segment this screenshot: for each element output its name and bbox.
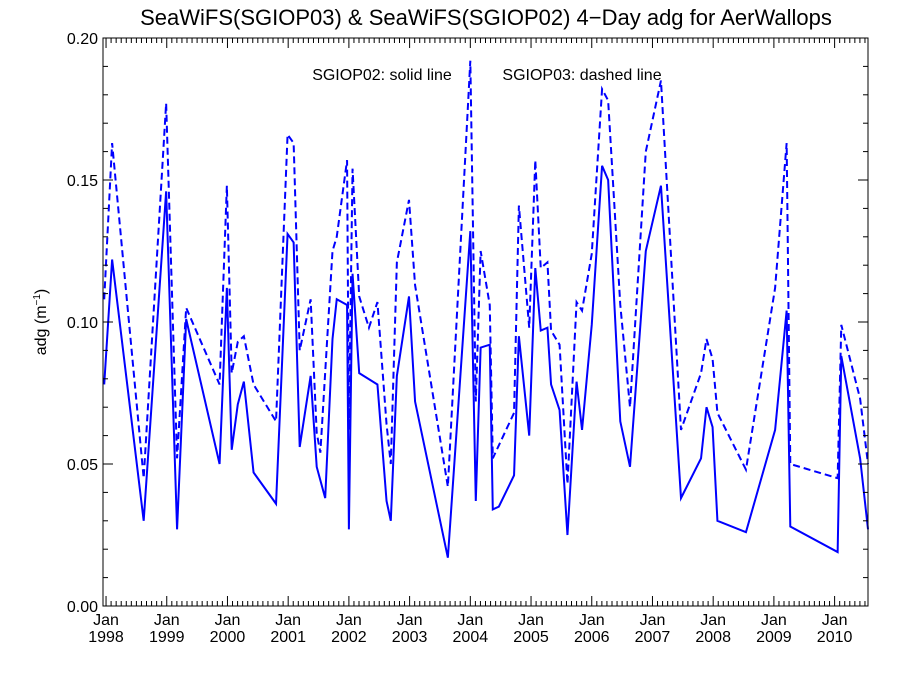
y-tick-label: 0.15 — [67, 173, 98, 190]
y-tick-label: 0.10 — [67, 315, 98, 332]
x-tick-year: 2006 — [574, 629, 610, 646]
x-tick-year: 2002 — [331, 629, 367, 646]
series-line-sgiop03 — [103, 60, 869, 487]
x-tick-month: Jan — [457, 612, 483, 629]
x-tick-year: 2008 — [695, 629, 731, 646]
y-axis-label-main: adg (m — [33, 305, 50, 355]
x-tick-month: Jan — [822, 612, 848, 629]
x-tick-year: 1999 — [149, 629, 185, 646]
x-tick-year: 2001 — [270, 629, 306, 646]
x-tick-month: Jan — [397, 612, 423, 629]
y-axis-label-sup: −1 — [32, 294, 43, 306]
x-tick-year: 2005 — [513, 629, 549, 646]
x-tick-year: 2009 — [756, 629, 792, 646]
x-axis: Jan1998Jan1999Jan2000Jan2001Jan2002Jan20… — [88, 38, 866, 646]
x-tick-year: 1998 — [88, 629, 124, 646]
y-axis: 0.00 0.05 0.10 0.15 0.20 — [67, 31, 868, 616]
x-tick-month: Jan — [93, 612, 119, 629]
y-tick-label: 0.00 — [67, 599, 98, 616]
y-axis-label: adg (m−1) — [32, 289, 50, 356]
y-axis-label-close: ) — [33, 289, 50, 294]
x-tick-year: 2004 — [453, 629, 489, 646]
x-tick-month: Jan — [518, 612, 544, 629]
annotation-solid: SGIOP02: solid line — [312, 67, 452, 84]
x-tick-month: Jan — [579, 612, 605, 629]
x-tick-year: 2003 — [392, 629, 428, 646]
x-tick-month: Jan — [336, 612, 362, 629]
plot-frame — [102, 37, 869, 607]
x-tick-year: 2010 — [817, 629, 853, 646]
y-tick-label: 0.20 — [67, 31, 98, 48]
chart-title: SeaWiFS(SGIOP03) & SeaWiFS(SGIOP02) 4−Da… — [140, 5, 832, 30]
x-tick-month: Jan — [154, 612, 180, 629]
x-tick-month: Jan — [640, 612, 666, 629]
series-layer — [103, 60, 869, 558]
series-line-sgiop02 — [103, 165, 869, 558]
y-tick-label: 0.05 — [67, 457, 98, 474]
x-tick-month: Jan — [275, 612, 301, 629]
x-tick-month: Jan — [215, 612, 241, 629]
x-tick-month: Jan — [700, 612, 726, 629]
x-tick-year: 2007 — [635, 629, 671, 646]
x-tick-year: 2000 — [210, 629, 246, 646]
annotation-dashed: SGIOP03: dashed line — [502, 67, 661, 84]
x-tick-month: Jan — [761, 612, 787, 629]
